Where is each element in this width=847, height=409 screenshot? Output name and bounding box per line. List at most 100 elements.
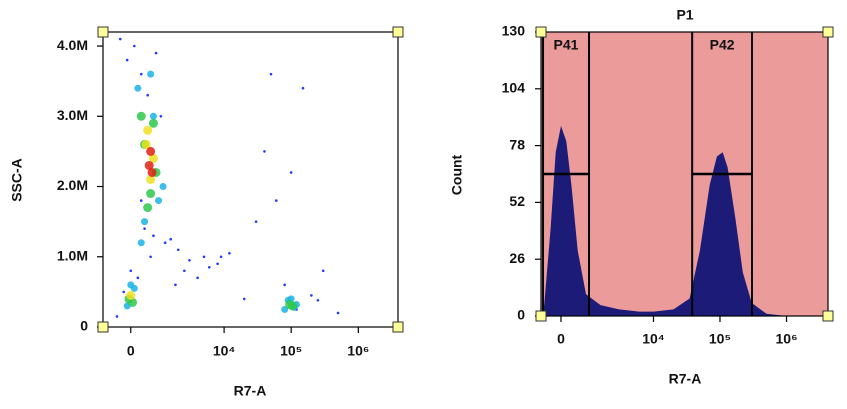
corner-handle: [392, 321, 404, 333]
x-axis-label: R7-A: [234, 383, 267, 399]
x-tick-label: 10⁵: [280, 343, 302, 359]
plot-frame: [102, 31, 399, 328]
data-point: [176, 248, 180, 252]
x-tick-label: 10⁶: [776, 331, 798, 347]
y-tick-label: 104: [502, 80, 526, 96]
data-point: [242, 297, 246, 301]
data-point: [122, 290, 125, 294]
data-point: [188, 258, 191, 262]
data-point: [146, 146, 156, 156]
data-point: [143, 125, 153, 135]
y-tick-label: 130: [502, 23, 526, 39]
data-point: [254, 220, 258, 223]
data-point: [169, 237, 172, 241]
data-point: [115, 315, 119, 318]
data-point: [301, 86, 305, 90]
data-point: [146, 189, 156, 199]
data-point: [148, 118, 158, 128]
data-point: [129, 269, 133, 273]
y-tick-label: 78: [509, 136, 525, 152]
histogram-area: [541, 125, 828, 316]
data-point: [128, 297, 138, 307]
x-tick-label: 10⁴: [213, 343, 236, 359]
gate-label: P41: [554, 37, 579, 53]
data-point: [269, 72, 273, 76]
y-axis-label: Count: [449, 154, 465, 195]
data-point: [159, 114, 163, 118]
data-point: [263, 150, 266, 153]
y-tick-label: 0: [80, 318, 88, 334]
x-tick-label: 0: [557, 331, 565, 347]
data-point: [219, 255, 223, 259]
data-point: [155, 197, 163, 205]
data-point: [183, 269, 186, 273]
y-tick-label: 0: [517, 307, 525, 323]
data-point: [127, 281, 135, 289]
y-tick-label: 1.0M: [57, 247, 88, 263]
data-point: [141, 218, 149, 226]
x-axis-label: R7-A: [669, 371, 702, 387]
y-tick-label: 52: [509, 193, 525, 209]
data-point: [147, 167, 157, 177]
corner-handle: [822, 310, 834, 322]
data-point: [136, 276, 140, 280]
data-point: [316, 299, 320, 302]
y-tick-label: 26: [509, 250, 525, 266]
corner-handle: [97, 321, 109, 333]
data-point: [141, 139, 151, 149]
data-point: [147, 70, 155, 78]
plot-area: [115, 37, 340, 318]
data-point: [146, 175, 156, 184]
x-tick-label: 10⁶: [347, 343, 369, 359]
y-axis-label: SSC-A: [9, 158, 25, 202]
data-point: [289, 171, 293, 174]
data-point: [274, 199, 278, 202]
data-point: [163, 241, 167, 245]
data-point: [144, 160, 154, 170]
data-point: [336, 311, 340, 315]
data-point: [149, 255, 152, 259]
corner-handle: [535, 310, 547, 322]
chart-title: P1: [676, 7, 693, 23]
data-point: [202, 255, 206, 259]
x-tick-label: 10⁵: [709, 331, 731, 347]
data-point: [139, 72, 143, 76]
corner-handle: [97, 26, 109, 38]
data-point: [148, 153, 158, 163]
data-point: [143, 227, 146, 230]
corner-handle: [392, 26, 404, 38]
data-point: [125, 58, 129, 62]
data-point: [159, 183, 167, 191]
data-point: [174, 283, 177, 287]
data-point: [126, 290, 136, 300]
data-point: [118, 37, 122, 41]
data-point: [196, 276, 199, 280]
y-tick-label: 4.0M: [57, 37, 88, 53]
data-point: [149, 112, 157, 120]
plot-area: [541, 32, 828, 316]
data-point: [152, 234, 155, 237]
data-point: [288, 301, 298, 311]
y-tick-label: 2.0M: [57, 177, 88, 193]
data-point: [134, 84, 142, 92]
data-point: [154, 51, 158, 55]
data-point: [146, 93, 149, 97]
x-tick-label: 0: [127, 343, 135, 359]
data-point: [139, 199, 143, 202]
y-tick-label: 3.0M: [57, 107, 88, 123]
data-point: [310, 294, 313, 297]
data-point: [281, 305, 289, 313]
data-point: [228, 251, 231, 255]
corner-handle: [822, 26, 834, 38]
x-tick-label: 10⁴: [642, 331, 665, 347]
data-point: [133, 44, 136, 48]
data-point: [283, 283, 286, 287]
plot-frame: [540, 31, 829, 317]
data-point: [137, 239, 145, 247]
data-point: [207, 265, 211, 269]
corner-handle: [535, 26, 547, 38]
data-point: [143, 203, 153, 213]
data-point: [321, 269, 325, 273]
data-point: [136, 111, 146, 121]
